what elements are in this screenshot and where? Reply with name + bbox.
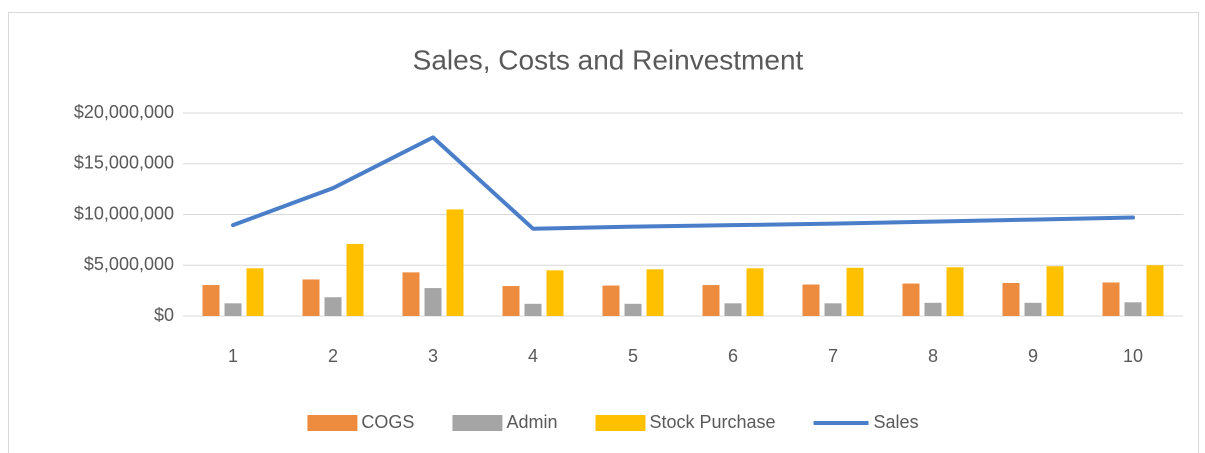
legend-label: Sales xyxy=(874,412,919,432)
legend-swatch xyxy=(452,415,503,431)
legend-swatch xyxy=(307,415,358,431)
bar xyxy=(1124,302,1142,316)
bar xyxy=(802,284,820,316)
bar xyxy=(202,285,220,316)
bar xyxy=(1046,266,1064,316)
bar xyxy=(546,270,564,316)
bar xyxy=(324,297,342,316)
bar xyxy=(246,268,264,316)
x-tick-label: 8 xyxy=(928,346,938,366)
legend: COGS Admin Stock Purchase Sales xyxy=(307,412,919,432)
y-tick-label: $5,000,000 xyxy=(84,254,174,274)
bar xyxy=(1024,302,1042,316)
bar xyxy=(702,285,720,316)
x-tick-label: 6 xyxy=(728,346,738,366)
bar xyxy=(1102,282,1120,316)
x-tick-label: 5 xyxy=(628,346,638,366)
bar xyxy=(646,269,664,316)
bar xyxy=(746,268,764,316)
x-tick-label: 4 xyxy=(528,346,538,366)
x-tick-label: 3 xyxy=(428,346,438,366)
bar xyxy=(724,303,742,316)
x-tick-label: 10 xyxy=(1123,346,1143,366)
x-tick-label: 9 xyxy=(1028,346,1038,366)
legend-label: Admin xyxy=(506,412,557,432)
bar xyxy=(946,267,964,316)
bar xyxy=(1002,283,1020,316)
chart-border xyxy=(8,12,1199,453)
bar xyxy=(824,303,842,316)
bar xyxy=(224,303,242,316)
bar xyxy=(402,272,420,316)
bar xyxy=(446,209,464,316)
bar xyxy=(602,285,620,316)
legend-swatch xyxy=(595,415,646,431)
bar xyxy=(1146,265,1164,316)
bar xyxy=(524,303,542,316)
chart-title: Sales, Costs and Reinvestment xyxy=(413,44,804,75)
legend-label: COGS xyxy=(361,412,414,432)
bar xyxy=(346,243,364,316)
y-tick-label: $0 xyxy=(154,305,174,325)
y-tick-label: $20,000,000 xyxy=(74,102,174,122)
bar xyxy=(424,288,442,316)
bar xyxy=(846,267,864,316)
y-tick-label: $10,000,000 xyxy=(74,203,174,223)
y-tick-label: $15,000,000 xyxy=(74,153,174,173)
bar xyxy=(502,286,520,316)
legend-label: Stock Purchase xyxy=(649,412,775,432)
bar xyxy=(902,283,920,316)
x-tick-label: 7 xyxy=(828,346,838,366)
bar xyxy=(302,279,320,316)
bar xyxy=(624,303,642,316)
line xyxy=(231,135,1135,231)
x-tick-label: 1 xyxy=(228,346,238,366)
x-tick-label: 2 xyxy=(328,346,338,366)
bar xyxy=(924,302,942,316)
